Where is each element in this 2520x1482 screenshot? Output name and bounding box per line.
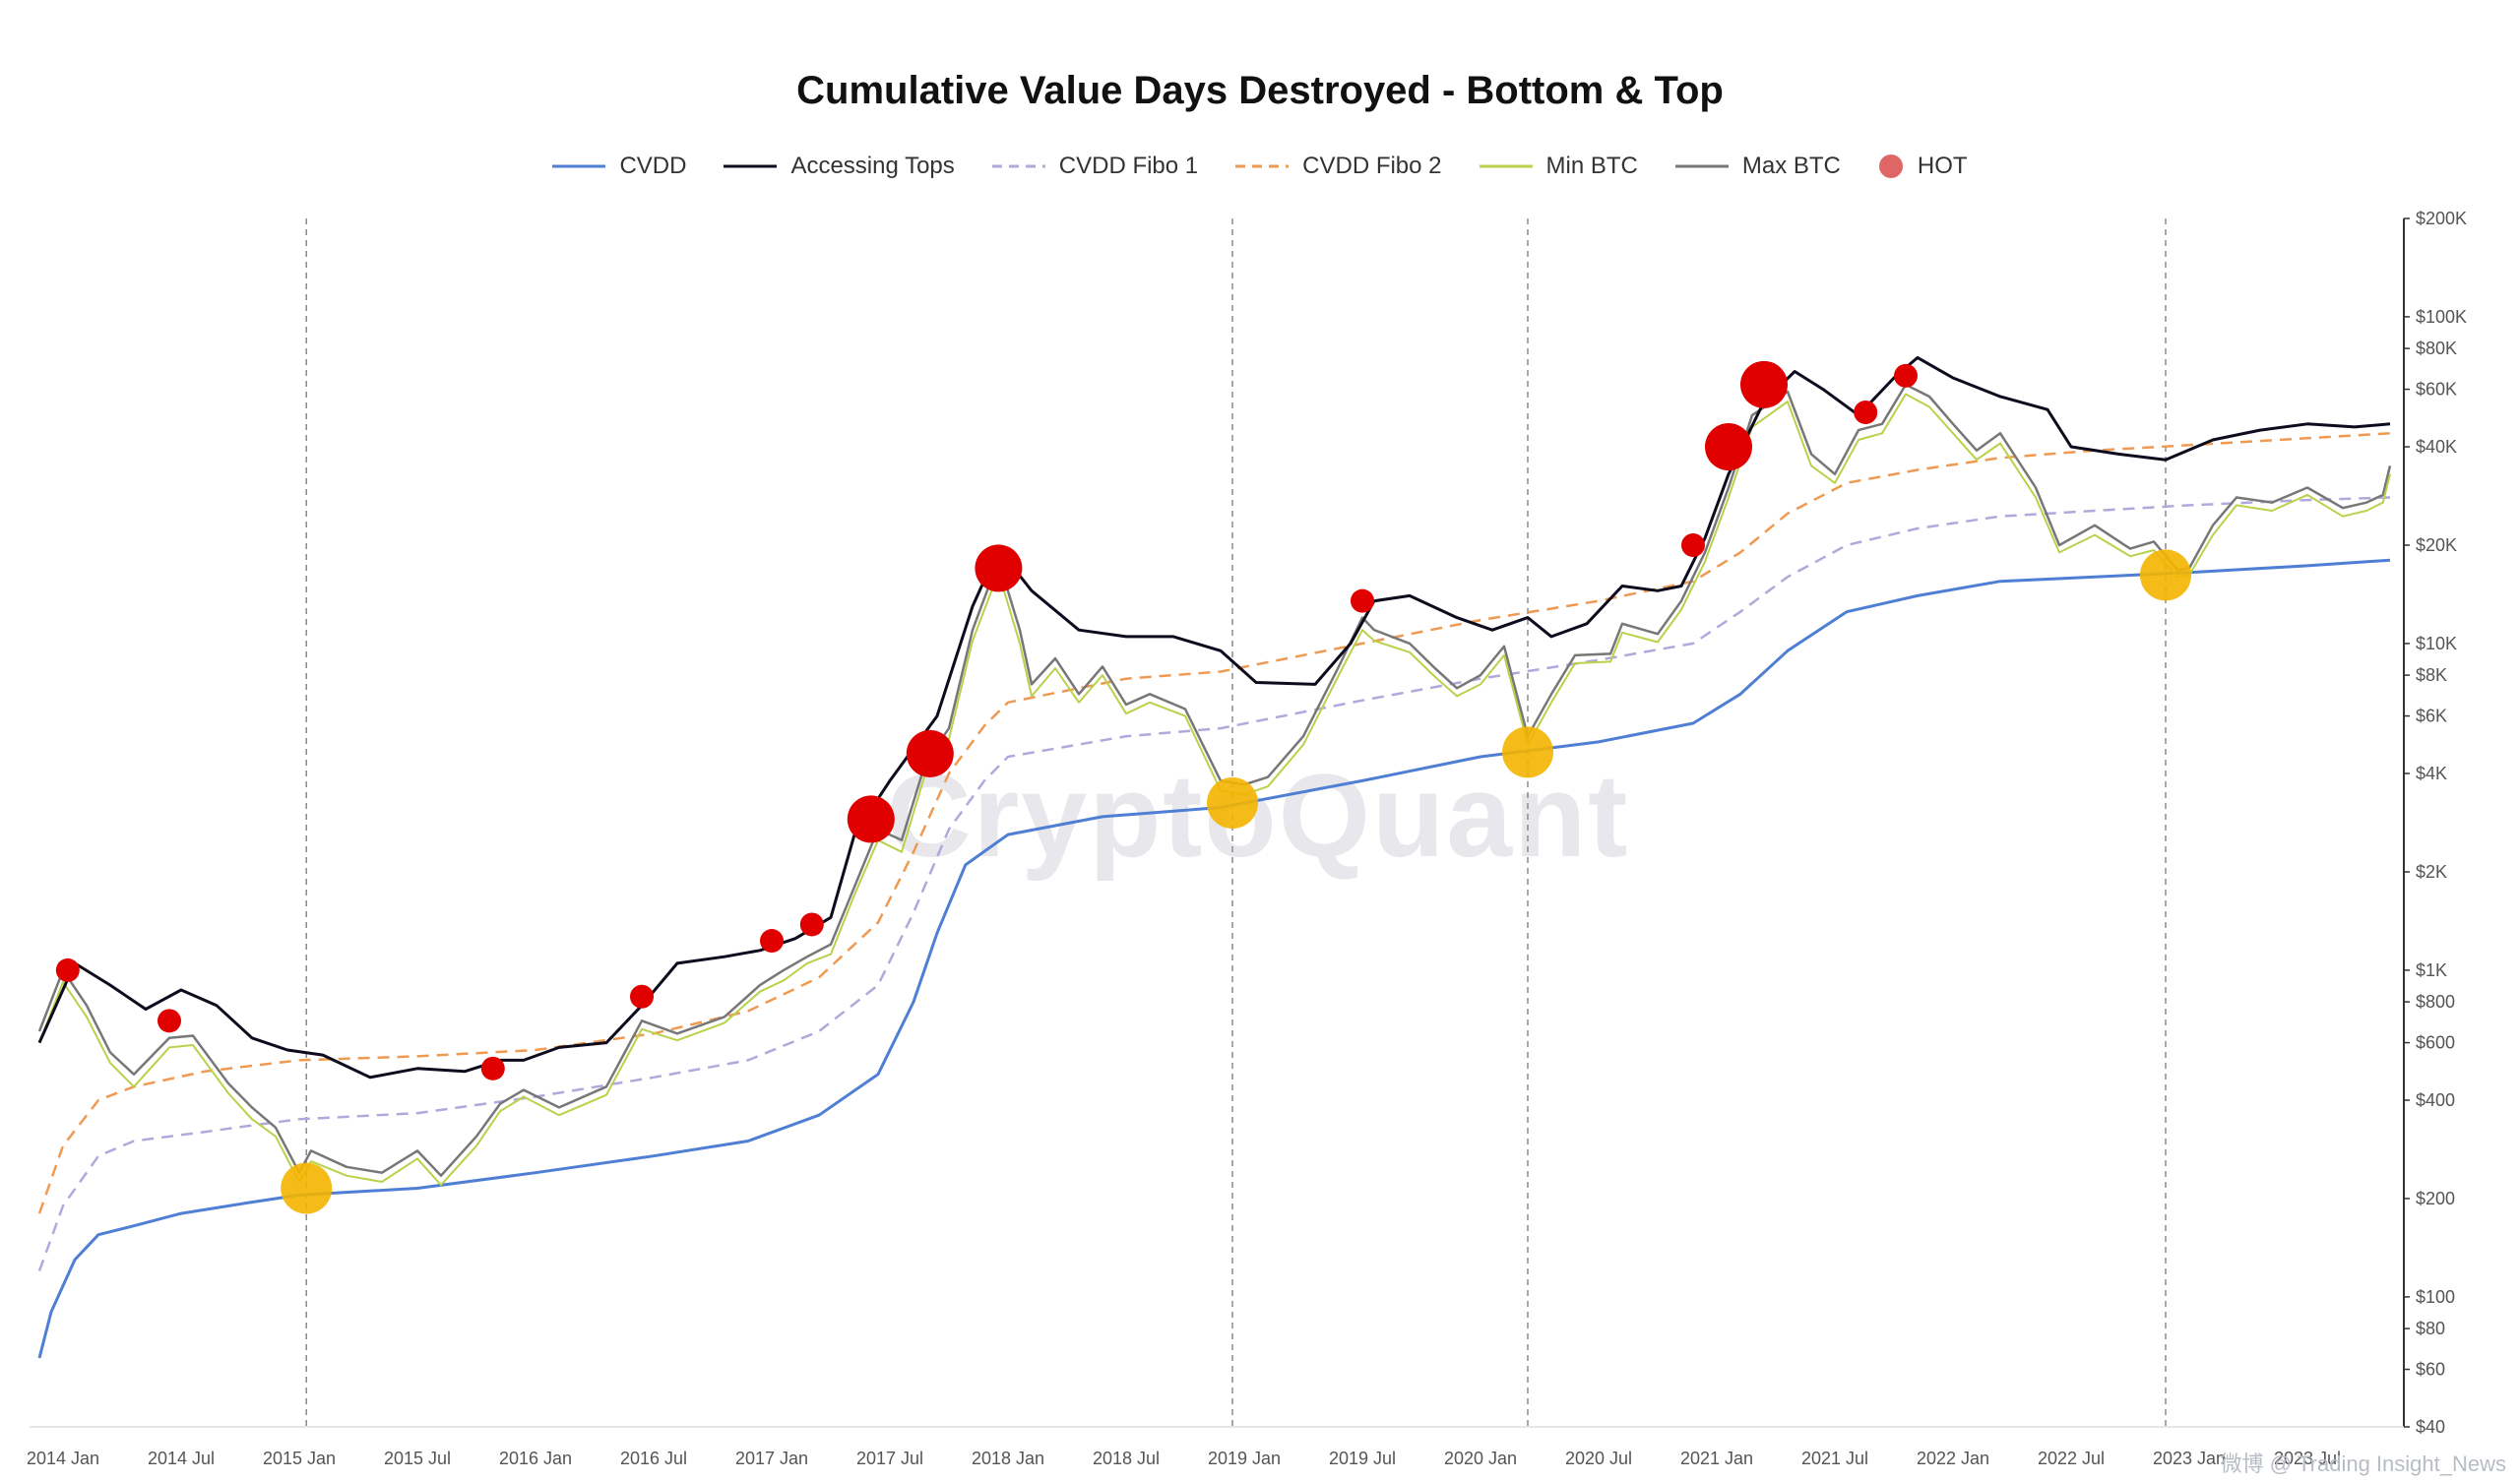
bottom-marker-0[interactable] [281,1162,333,1214]
x-tick-label-1: 2014 Jul [148,1449,215,1468]
legend-swatch-cvdd-fibo-1 [991,164,1045,168]
y-tick-label-1: $100K [2416,307,2467,327]
x-tick-label-17: 2022 Jul [2038,1449,2105,1468]
y-tick-label-9: $4K [2416,764,2447,783]
hot-marker-1[interactable] [158,1009,181,1033]
y-tick-label-13: $600 [2416,1033,2455,1053]
x-tick-label-0: 2014 Jan [27,1449,99,1468]
legend-swatch-cvdd [552,164,606,168]
legend: CVDD Accessing Tops CVDD Fibo 1 CVDD Fib… [0,153,2520,180]
x-tick-label-15: 2021 Jul [1801,1449,1868,1468]
y-tick-label-10: $2K [2416,862,2447,882]
legend-label-min-btc: Min BTC [1545,153,1638,179]
x-tick-label-5: 2016 Jul [620,1449,687,1468]
series-line-cvdd[interactable] [37,558,2391,1359]
legend-label-cvdd: CVDD [619,153,687,179]
y-tick-label-15: $200 [2416,1189,2455,1208]
hot-marker-12[interactable] [1740,360,1788,408]
x-tick-label-10: 2019 Jan [1208,1449,1281,1468]
y-tick-label-19: $40 [2416,1417,2445,1437]
y-tick-label-17: $80 [2416,1319,2445,1338]
watermark: CryptoQuant [886,750,1630,882]
y-tick-label-14: $400 [2416,1090,2455,1110]
y-tick-label-0: $200K [2416,209,2467,228]
x-tick-label-7: 2017 Jul [856,1449,923,1468]
x-tick-label-3: 2015 Jul [384,1449,451,1468]
y-tick-label-5: $20K [2416,535,2457,555]
hot-marker-3[interactable] [630,984,654,1009]
y-tick-label-3: $60K [2416,380,2457,400]
y-tick-label-18: $60 [2416,1360,2445,1380]
marker-layer [55,360,2191,1214]
credit: 微博 @ Trading Insight_News [2220,1451,2506,1476]
bottom-marker-2[interactable] [1502,726,1553,778]
hot-marker-2[interactable] [480,1056,505,1081]
x-tick-label-4: 2016 Jan [499,1449,572,1468]
y-tick-label-7: $8K [2416,665,2447,685]
x-tick-label-2: 2015 Jan [263,1449,336,1468]
x-tick-label-14: 2021 Jan [1680,1449,1753,1468]
legend-item-hot[interactable]: HOT [1878,153,1968,180]
y-tick-label-6: $10K [2416,634,2457,653]
series-line-max-btc[interactable] [37,383,2392,1177]
y-tick-label-11: $1K [2416,960,2447,980]
hot-marker-5[interactable] [799,912,824,937]
x-tick-label-11: 2019 Jul [1329,1449,1396,1468]
legend-swatch-min-btc [1479,164,1533,168]
hot-marker-14[interactable] [1894,363,1918,388]
hot-marker-6[interactable] [847,795,895,843]
legend-item-max-btc[interactable]: Max BTC [1674,153,1841,180]
series-line-min-btc[interactable] [38,393,2391,1187]
hot-marker-7[interactable] [906,729,954,777]
x-tick-label-18: 2023 Jan [2153,1449,2226,1468]
legend-item-cvdd-fibo-2[interactable]: CVDD Fibo 2 [1235,153,1442,180]
series-line-cvdd-fibo-1[interactable] [37,496,2391,1272]
legend-label-hot: HOT [1917,153,1968,179]
series-line-cvdd-fibo-2[interactable] [37,432,2391,1214]
hot-marker-9[interactable] [1351,588,1374,613]
y-tick-label-8: $6K [2416,707,2447,726]
hot-marker-8[interactable] [975,544,1023,592]
x-tick-label-19: 2023 Jul [2274,1449,2341,1468]
x-tick-label-12: 2020 Jan [1444,1449,1517,1468]
x-tick-label-9: 2018 Jul [1093,1449,1160,1468]
legend-swatch-cvdd-fibo-2 [1235,164,1290,168]
bottom-marker-1[interactable] [1207,776,1258,829]
legend-swatch-max-btc [1674,164,1729,168]
legend-item-accessing-tops[interactable]: Accessing Tops [724,153,955,180]
x-tick-label-8: 2018 Jan [972,1449,1044,1468]
hot-marker-11[interactable] [1705,423,1752,471]
series-layer [37,355,2392,1359]
legend-label-accessing-tops: Accessing Tops [790,153,955,179]
legend-label-cvdd-fibo-2: CVDD Fibo 2 [1302,153,1442,179]
bottom-marker-3[interactable] [2140,549,2191,601]
legend-swatch-accessing-tops [724,164,778,168]
legend-label-cvdd-fibo-1: CVDD Fibo 1 [1058,153,1199,179]
legend-item-min-btc[interactable]: Min BTC [1479,153,1638,180]
x-tick-label-16: 2022 Jan [1917,1449,1989,1468]
hot-marker-13[interactable] [1854,401,1878,425]
legend-swatch-hot [1878,154,1903,178]
axes: $200K $100K $80K $60K $40K $20K $10K $8K $6K $4K $… [27,209,2467,1468]
hot-marker-10[interactable] [1681,532,1705,557]
legend-label-max-btc: Max BTC [1741,153,1841,179]
legend-item-cvdd[interactable]: CVDD [552,153,686,180]
x-tick-label-13: 2020 Jul [1565,1449,1632,1468]
chart-title: Cumulative Value Days Destroyed - Bottom… [796,69,1724,112]
y-tick-label-2: $80K [2416,339,2457,358]
y-tick-label-12: $800 [2416,992,2455,1012]
hot-marker-4[interactable] [760,929,784,954]
series-line-accessing-tops[interactable] [37,355,2391,1080]
vertical-markers [305,218,2167,1427]
y-tick-label-16: $100 [2416,1287,2455,1307]
legend-item-cvdd-fibo-1[interactable]: CVDD Fibo 1 [991,153,1199,180]
x-tick-label-6: 2017 Jan [735,1449,808,1468]
y-tick-label-4: $40K [2416,437,2457,457]
hot-marker-0[interactable] [55,957,80,982]
